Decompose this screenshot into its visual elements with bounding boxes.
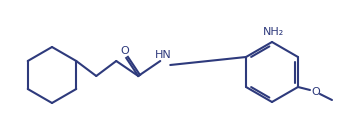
Text: HN: HN [155,50,172,60]
Text: O: O [121,46,130,56]
Text: O: O [312,87,321,97]
Text: NH₂: NH₂ [263,27,285,37]
